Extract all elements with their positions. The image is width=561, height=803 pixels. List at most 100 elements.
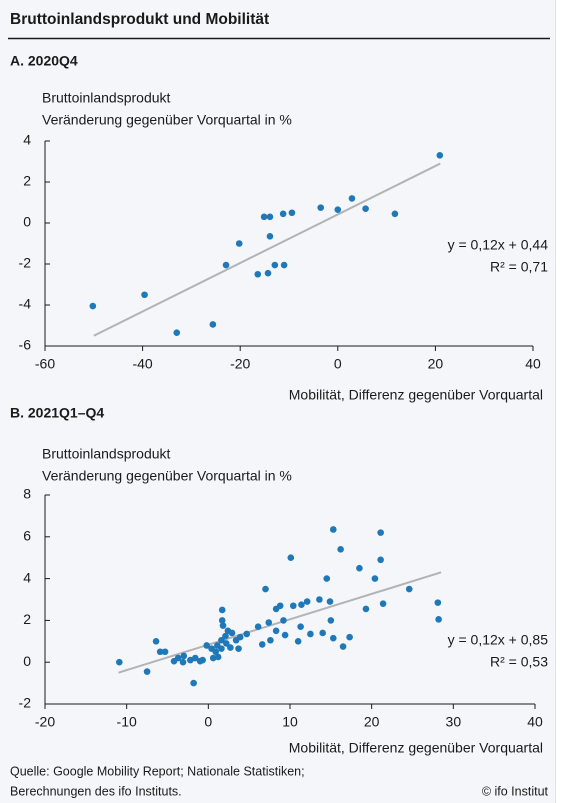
point — [319, 629, 326, 637]
x-tick-label: 40 — [527, 714, 543, 730]
point — [174, 654, 182, 662]
point — [327, 617, 335, 624]
y-tick-label: 2 — [23, 611, 31, 627]
point — [235, 645, 242, 652]
point — [180, 652, 188, 660]
point — [218, 645, 225, 652]
point — [222, 632, 229, 640]
y-axis-title: Veränderung gegenüber Vorquartal in % — [42, 468, 292, 484]
point — [334, 206, 342, 213]
point — [356, 564, 363, 572]
annotation: y = 0,12x + 0,85 — [448, 632, 549, 648]
point — [265, 619, 273, 626]
source: Quelle: Google Mobility Report; National… — [10, 764, 305, 778]
y-tick-label: 0 — [23, 214, 31, 230]
point — [280, 617, 287, 624]
point — [362, 605, 370, 613]
point — [260, 213, 268, 221]
point — [294, 638, 302, 645]
trend-line — [93, 162, 441, 337]
point — [307, 630, 314, 638]
point — [316, 596, 323, 603]
y-axis-title: Bruttoinlandsprodukt — [42, 446, 171, 462]
point — [161, 648, 169, 656]
point — [179, 658, 187, 666]
y-axis-title: Veränderung gegenüber Vorquartal in % — [42, 112, 292, 128]
point — [379, 600, 387, 607]
point — [326, 598, 334, 605]
point — [280, 261, 288, 269]
point — [199, 656, 206, 664]
point — [190, 679, 197, 687]
point — [377, 529, 384, 536]
point — [391, 210, 399, 218]
y-tick-label: -2 — [19, 695, 32, 711]
point — [298, 601, 305, 609]
y-tick-label: 4 — [23, 132, 31, 148]
x-tick-label: -20 — [230, 356, 250, 372]
point — [436, 152, 444, 159]
point — [267, 636, 274, 644]
annotation: R² = 0,71 — [490, 259, 548, 275]
source: Berechnungen des ifo Instituts. — [10, 784, 182, 798]
point — [254, 623, 262, 630]
point — [297, 623, 304, 630]
point — [218, 606, 226, 614]
point — [156, 648, 164, 656]
x-axis-title: Mobilität, Differenz gegenüber Vorquarta… — [289, 740, 543, 756]
point — [434, 599, 442, 606]
point — [141, 291, 148, 299]
point — [218, 617, 226, 624]
point — [264, 269, 272, 277]
point — [214, 653, 222, 661]
point — [339, 643, 347, 650]
x-tick-label: -60 — [35, 356, 55, 372]
point — [258, 641, 266, 648]
point — [362, 205, 369, 212]
y-tick-label: -2 — [19, 255, 32, 271]
y-tick-label: 6 — [23, 528, 31, 544]
point — [405, 585, 413, 593]
x-axis-title: Mobilität, Differenz gegenüber Vorquarta… — [289, 387, 543, 403]
annotation: R² = 0,53 — [490, 654, 548, 670]
point — [235, 240, 243, 247]
point — [173, 329, 181, 336]
point — [191, 654, 199, 662]
x-tick-label: 10 — [282, 714, 298, 730]
point — [303, 598, 311, 605]
x-tick-label: 40 — [525, 356, 541, 372]
point — [435, 616, 442, 623]
point — [143, 668, 151, 675]
panel-title: A. 2020Q4 — [10, 53, 78, 69]
point — [317, 204, 325, 211]
y-tick-label: 4 — [23, 569, 31, 585]
point — [266, 233, 274, 240]
point — [209, 654, 217, 662]
point — [209, 321, 217, 328]
page-title: Bruttoinlandsprodukt und Mobilität — [10, 11, 269, 28]
point — [219, 622, 227, 629]
point — [348, 195, 356, 202]
point — [236, 633, 244, 641]
point — [289, 602, 297, 610]
point — [89, 302, 97, 310]
point — [281, 631, 289, 639]
point — [212, 648, 219, 656]
point — [377, 556, 384, 564]
point — [243, 630, 251, 638]
credit: © ifo Institut — [482, 784, 549, 798]
y-tick-label: 0 — [23, 653, 31, 669]
point — [279, 210, 287, 218]
point — [218, 636, 225, 644]
x-tick-label: 30 — [446, 714, 462, 730]
point — [228, 629, 236, 637]
point — [116, 658, 123, 666]
point — [329, 634, 337, 642]
point — [346, 633, 353, 641]
point — [262, 585, 269, 593]
point — [152, 638, 160, 645]
x-tick-label: -10 — [117, 714, 137, 730]
y-tick-label: 2 — [23, 173, 31, 189]
